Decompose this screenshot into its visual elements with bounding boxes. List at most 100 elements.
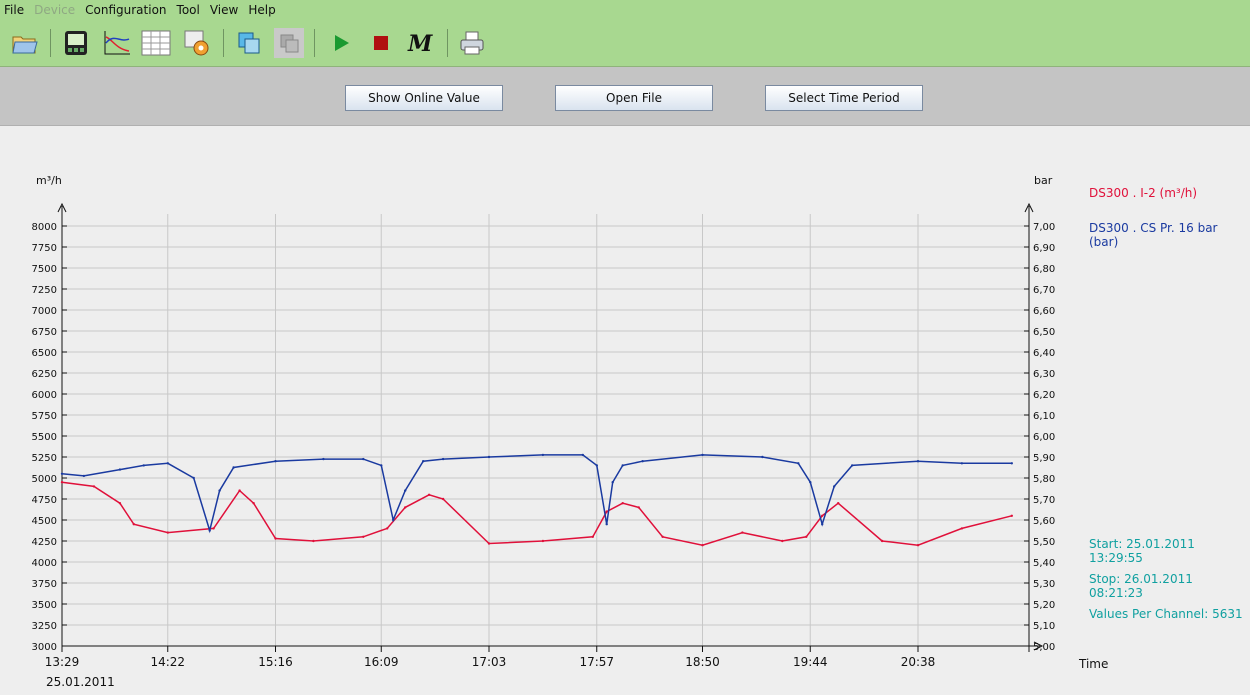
x-tick-label: 20:38 bbox=[901, 655, 936, 669]
series-1-point bbox=[238, 489, 241, 492]
left-axis-ticks: 8000 7750 7500 7250 7000 6750 6500 6250 6000 5750… bbox=[32, 222, 67, 653]
show-online-value-button[interactable]: Show Online Value bbox=[345, 85, 503, 111]
menu-device: Device bbox=[34, 3, 76, 17]
series-2-point bbox=[192, 476, 195, 480]
left-tick-label: 7750 bbox=[32, 243, 57, 254]
series-1-point bbox=[60, 481, 64, 484]
left-tick-label: 7500 bbox=[32, 264, 57, 275]
window-copy-icon[interactable] bbox=[234, 28, 264, 58]
series-2-point bbox=[621, 464, 624, 467]
open-folder-icon[interactable] bbox=[10, 28, 40, 58]
menu-configuration[interactable]: Configuration bbox=[85, 3, 167, 17]
series-1-point bbox=[212, 527, 215, 530]
toolbar: M bbox=[0, 21, 1250, 67]
menu-help[interactable]: Help bbox=[248, 3, 276, 17]
right-tick-label: 5,20 bbox=[1033, 600, 1055, 611]
left-tick-label: 3250 bbox=[32, 621, 57, 632]
window-stack-icon bbox=[274, 28, 304, 58]
series-2-point bbox=[218, 489, 221, 492]
series-2-point bbox=[595, 464, 598, 467]
series-2-point bbox=[821, 523, 824, 526]
series-2-point bbox=[541, 453, 545, 457]
series-2-point bbox=[581, 453, 584, 457]
series-1-point bbox=[781, 539, 784, 543]
series-1-point bbox=[362, 535, 365, 538]
chart-axes bbox=[57, 202, 1044, 652]
x-tick-label: 14:22 bbox=[150, 655, 185, 669]
left-tick-label: 3750 bbox=[32, 579, 57, 590]
printer-icon[interactable] bbox=[457, 28, 487, 58]
series-2-point bbox=[82, 474, 86, 478]
left-tick-label: 4000 bbox=[32, 558, 57, 569]
series-1-point bbox=[427, 493, 431, 496]
series-2-point bbox=[809, 481, 812, 484]
right-tick-label: 6,50 bbox=[1033, 327, 1055, 338]
series-1-point bbox=[637, 506, 640, 509]
right-tick-label: 6,70 bbox=[1033, 285, 1055, 296]
series-1-point bbox=[132, 523, 135, 526]
series-2-point bbox=[380, 464, 383, 467]
left-tick-label: 5000 bbox=[32, 474, 57, 485]
right-tick-label: 5,70 bbox=[1033, 495, 1055, 506]
right-tick-label: 5,80 bbox=[1033, 474, 1055, 485]
table-grid-icon[interactable] bbox=[141, 28, 171, 58]
select-time-period-button[interactable]: Select Time Period bbox=[765, 85, 923, 111]
series-1-point bbox=[541, 539, 545, 543]
series-1-point bbox=[916, 544, 920, 547]
series-2-point bbox=[1010, 462, 1013, 465]
menu-tool[interactable]: Tool bbox=[176, 3, 200, 17]
series-2-point bbox=[701, 453, 704, 457]
series-1-point bbox=[621, 502, 624, 505]
trend-chart: 8000 7750 7500 7250 7000 6750 6500 6250 6000 5750… bbox=[32, 174, 1109, 689]
play-icon[interactable] bbox=[326, 28, 356, 58]
series-2-point bbox=[916, 460, 920, 463]
series-1-point bbox=[880, 539, 884, 543]
left-tick-label: 4250 bbox=[32, 537, 57, 548]
series-1-point bbox=[837, 502, 840, 505]
series-2-point bbox=[362, 457, 365, 461]
right-tick-label: 6,20 bbox=[1033, 390, 1055, 401]
legend-series-2: DS300 . CS Pr. 16 bar (bar) bbox=[1089, 221, 1218, 249]
menu-file[interactable]: File bbox=[4, 3, 25, 17]
settings-tools-icon[interactable] bbox=[182, 28, 212, 58]
series-1-point bbox=[605, 510, 608, 513]
x-axis-ticks: 13:29 14:22 15:16 16:09 17:03 17:57 18:50 19:44… bbox=[45, 646, 936, 669]
right-tick-label: 5,10 bbox=[1033, 621, 1055, 632]
x-tick-label: 13:29 bbox=[45, 655, 80, 669]
macro-m-icon[interactable]: M bbox=[406, 28, 436, 58]
series-2-point bbox=[322, 457, 325, 461]
series-2-point bbox=[60, 472, 64, 475]
left-tick-label: 3000 bbox=[32, 642, 57, 653]
left-tick-label: 7250 bbox=[32, 285, 57, 296]
stop-icon[interactable] bbox=[366, 28, 396, 58]
right-tick-label: 6,30 bbox=[1033, 369, 1055, 380]
series-2-point bbox=[761, 455, 764, 459]
x-axis-arrow bbox=[1033, 641, 1044, 651]
left-tick-label: 8000 bbox=[32, 222, 57, 233]
menu-view[interactable]: View bbox=[209, 3, 239, 17]
right-tick-label: 5,40 bbox=[1033, 558, 1055, 569]
right-tick-label: 6,60 bbox=[1033, 306, 1055, 317]
chart-curve-icon[interactable] bbox=[102, 28, 132, 58]
series-1-point bbox=[274, 537, 277, 540]
x-tick-label: 16:09 bbox=[364, 655, 399, 669]
device-monitor-icon[interactable] bbox=[61, 28, 91, 58]
series-1-point bbox=[487, 542, 491, 545]
x-tick-label: 18:50 bbox=[685, 655, 720, 669]
right-axis-unit: bar bbox=[1034, 174, 1053, 187]
left-tick-label: 5750 bbox=[32, 411, 57, 422]
open-file-button[interactable]: Open File bbox=[555, 85, 713, 111]
series-1-point bbox=[312, 539, 315, 543]
series-2-point bbox=[487, 455, 491, 459]
series-2-point bbox=[605, 523, 608, 526]
series-1-point bbox=[661, 535, 664, 538]
right-axis-ticks: 7,00 6,90 6,80 6,70 6,60 6,50 6,40 6,30 6,20 6,10… bbox=[1024, 222, 1055, 653]
series-1-point bbox=[404, 506, 407, 509]
right-tick-label: 5,00 bbox=[1033, 642, 1055, 653]
series-2-point bbox=[833, 485, 836, 488]
x-axis-label: Time bbox=[1078, 657, 1108, 671]
series-1-point bbox=[118, 502, 122, 505]
left-tick-label: 6250 bbox=[32, 369, 57, 380]
left-tick-label: 5500 bbox=[32, 432, 57, 443]
series-2-point bbox=[851, 464, 854, 467]
